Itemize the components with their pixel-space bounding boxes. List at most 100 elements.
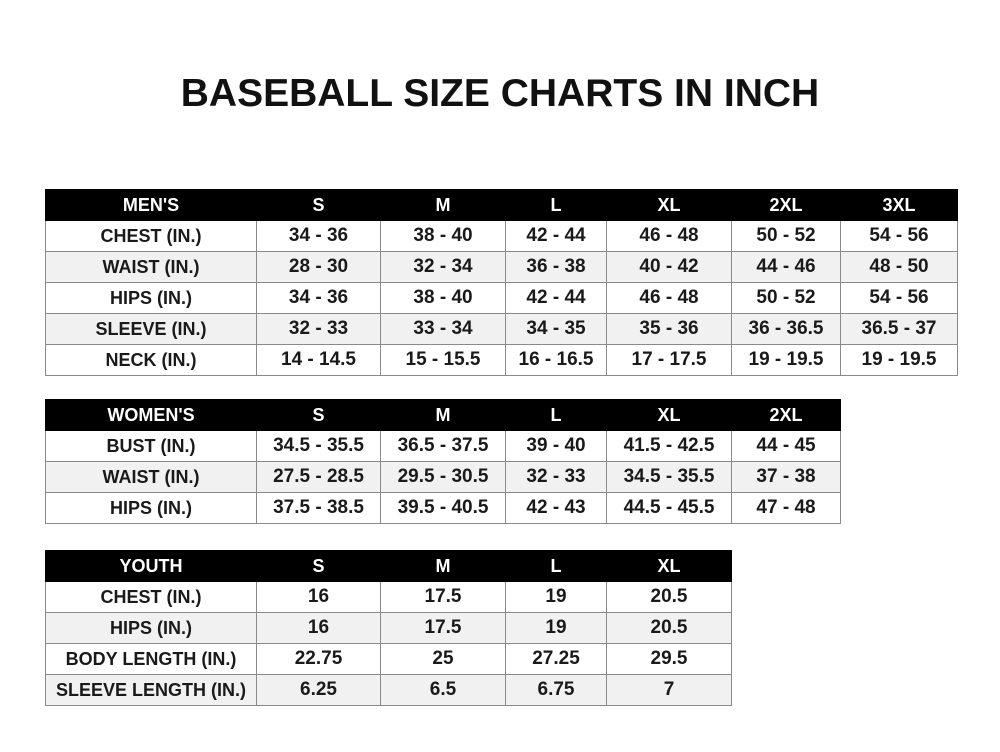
size-value: 32 - 33: [256, 313, 381, 345]
size-value: 36 - 38: [505, 251, 607, 283]
size-value: 34 - 36: [256, 282, 381, 314]
size-value: 34.5 - 35.5: [606, 461, 732, 493]
size-value: 16 - 16.5: [505, 344, 607, 376]
size-header: M: [380, 550, 506, 582]
size-header: M: [380, 399, 506, 431]
size-value: 47 - 48: [731, 492, 841, 524]
page-title: BASEBALL SIZE CHARTS IN INCH: [180, 72, 820, 115]
category-header: MEN'S: [45, 189, 257, 221]
size-header: M: [380, 189, 506, 221]
measurement-label: BODY LENGTH (IN.): [45, 643, 257, 675]
measurement-label: NECK (IN.): [45, 344, 257, 376]
size-value: 34 - 36: [256, 220, 381, 252]
measurement-label: BUST (IN.): [45, 430, 257, 462]
size-value: 20.5: [606, 581, 732, 613]
size-value: 50 - 52: [731, 282, 841, 314]
size-value: 16: [256, 612, 381, 644]
size-value: 19: [505, 612, 607, 644]
size-value: 50 - 52: [731, 220, 841, 252]
measurement-label: HIPS (IN.): [45, 492, 257, 524]
size-value: 54 - 56: [840, 282, 958, 314]
header-row: WOMEN'S S M L XL 2XL: [45, 399, 841, 431]
size-value: 17.5: [380, 612, 506, 644]
size-value: 38 - 40: [380, 282, 506, 314]
table-row: CHEST (IN.) 16 17.5 19 20.5: [45, 581, 732, 613]
size-value: 17.5: [380, 581, 506, 613]
size-value: 46 - 48: [606, 220, 732, 252]
size-value: 28 - 30: [256, 251, 381, 283]
measurement-label: HIPS (IN.): [45, 612, 257, 644]
size-header: S: [256, 189, 381, 221]
size-header: L: [505, 550, 607, 582]
size-value: 37 - 38: [731, 461, 841, 493]
table-row: HIPS (IN.) 37.5 - 38.5 39.5 - 40.5 42 - 43 4…: [45, 492, 841, 524]
size-header: S: [256, 550, 381, 582]
size-value: 19: [505, 581, 607, 613]
size-value: 42 - 44: [505, 220, 607, 252]
size-value: 32 - 34: [380, 251, 506, 283]
table-row: HIPS (IN.) 16 17.5 19 20.5: [45, 612, 732, 644]
size-value: 19 - 19.5: [731, 344, 841, 376]
measurement-label: CHEST (IN.): [45, 220, 257, 252]
size-value: 14 - 14.5: [256, 344, 381, 376]
size-value: 48 - 50: [840, 251, 958, 283]
size-value: 36.5 - 37: [840, 313, 958, 345]
size-value: 34 - 35: [505, 313, 607, 345]
measurement-label: CHEST (IN.): [45, 581, 257, 613]
size-value: 37.5 - 38.5: [256, 492, 381, 524]
size-value: 36 - 36.5: [731, 313, 841, 345]
size-value: 44.5 - 45.5: [606, 492, 732, 524]
size-value: 32 - 33: [505, 461, 607, 493]
size-value: 22.75: [256, 643, 381, 675]
size-header: XL: [606, 550, 732, 582]
table-row: BUST (IN.) 34.5 - 35.5 36.5 - 37.5 39 - 40 4…: [45, 430, 841, 462]
size-value: 27.5 - 28.5: [256, 461, 381, 493]
size-value: 39 - 40: [505, 430, 607, 462]
size-value: 35 - 36: [606, 313, 732, 345]
category-header: YOUTH: [45, 550, 257, 582]
mens-size-table: MEN'S S M L XL 2XL 3XL CHEST (IN.) 34 - 36 38 - 4…: [45, 189, 958, 376]
size-value: 20.5: [606, 612, 732, 644]
size-header: 3XL: [840, 189, 958, 221]
size-value: 25: [380, 643, 506, 675]
size-value: 34.5 - 35.5: [256, 430, 381, 462]
measurement-label: SLEEVE LENGTH (IN.): [45, 674, 257, 706]
table-row: SLEEVE LENGTH (IN.) 6.25 6.5 6.75 7: [45, 674, 732, 706]
size-value: 15 - 15.5: [380, 344, 506, 376]
size-value: 46 - 48: [606, 282, 732, 314]
table-row: WAIST (IN.) 27.5 - 28.5 29.5 - 30.5 32 - 33…: [45, 461, 841, 493]
table-row: NECK (IN.) 14 - 14.5 15 - 15.5 16 - 16.5 17 …: [45, 344, 958, 376]
size-value: 6.75: [505, 674, 607, 706]
size-value: 6.5: [380, 674, 506, 706]
table-row: SLEEVE (IN.) 32 - 33 33 - 34 34 - 35 35 - 36…: [45, 313, 958, 345]
measurement-label: WAIST (IN.): [45, 251, 257, 283]
womens-size-table: WOMEN'S S M L XL 2XL BUST (IN.) 34.5 - 35.5 36.5…: [45, 399, 841, 524]
table-row: HIPS (IN.) 34 - 36 38 - 40 42 - 44 46 - 48 50…: [45, 282, 958, 314]
size-header: XL: [606, 189, 732, 221]
size-value: 42 - 43: [505, 492, 607, 524]
size-value: 33 - 34: [380, 313, 506, 345]
size-value: 44 - 45: [731, 430, 841, 462]
size-value: 7: [606, 674, 732, 706]
size-value: 29.5: [606, 643, 732, 675]
size-value: 27.25: [505, 643, 607, 675]
size-value: 42 - 44: [505, 282, 607, 314]
size-header: 2XL: [731, 189, 841, 221]
header-row: YOUTH S M L XL: [45, 550, 732, 582]
size-header: L: [505, 399, 607, 431]
size-header: L: [505, 189, 607, 221]
measurement-label: SLEEVE (IN.): [45, 313, 257, 345]
size-header: XL: [606, 399, 732, 431]
size-value: 36.5 - 37.5: [380, 430, 506, 462]
size-value: 44 - 46: [731, 251, 841, 283]
size-value: 39.5 - 40.5: [380, 492, 506, 524]
size-value: 29.5 - 30.5: [380, 461, 506, 493]
table-row: CHEST (IN.) 34 - 36 38 - 40 42 - 44 46 - 48 5…: [45, 220, 958, 252]
table-row: WAIST (IN.) 28 - 30 32 - 34 36 - 38 40 - 42 4…: [45, 251, 958, 283]
size-value: 41.5 - 42.5: [606, 430, 732, 462]
category-header: WOMEN'S: [45, 399, 257, 431]
measurement-label: HIPS (IN.): [45, 282, 257, 314]
size-value: 17 - 17.5: [606, 344, 732, 376]
size-value: 6.25: [256, 674, 381, 706]
size-value: 16: [256, 581, 381, 613]
